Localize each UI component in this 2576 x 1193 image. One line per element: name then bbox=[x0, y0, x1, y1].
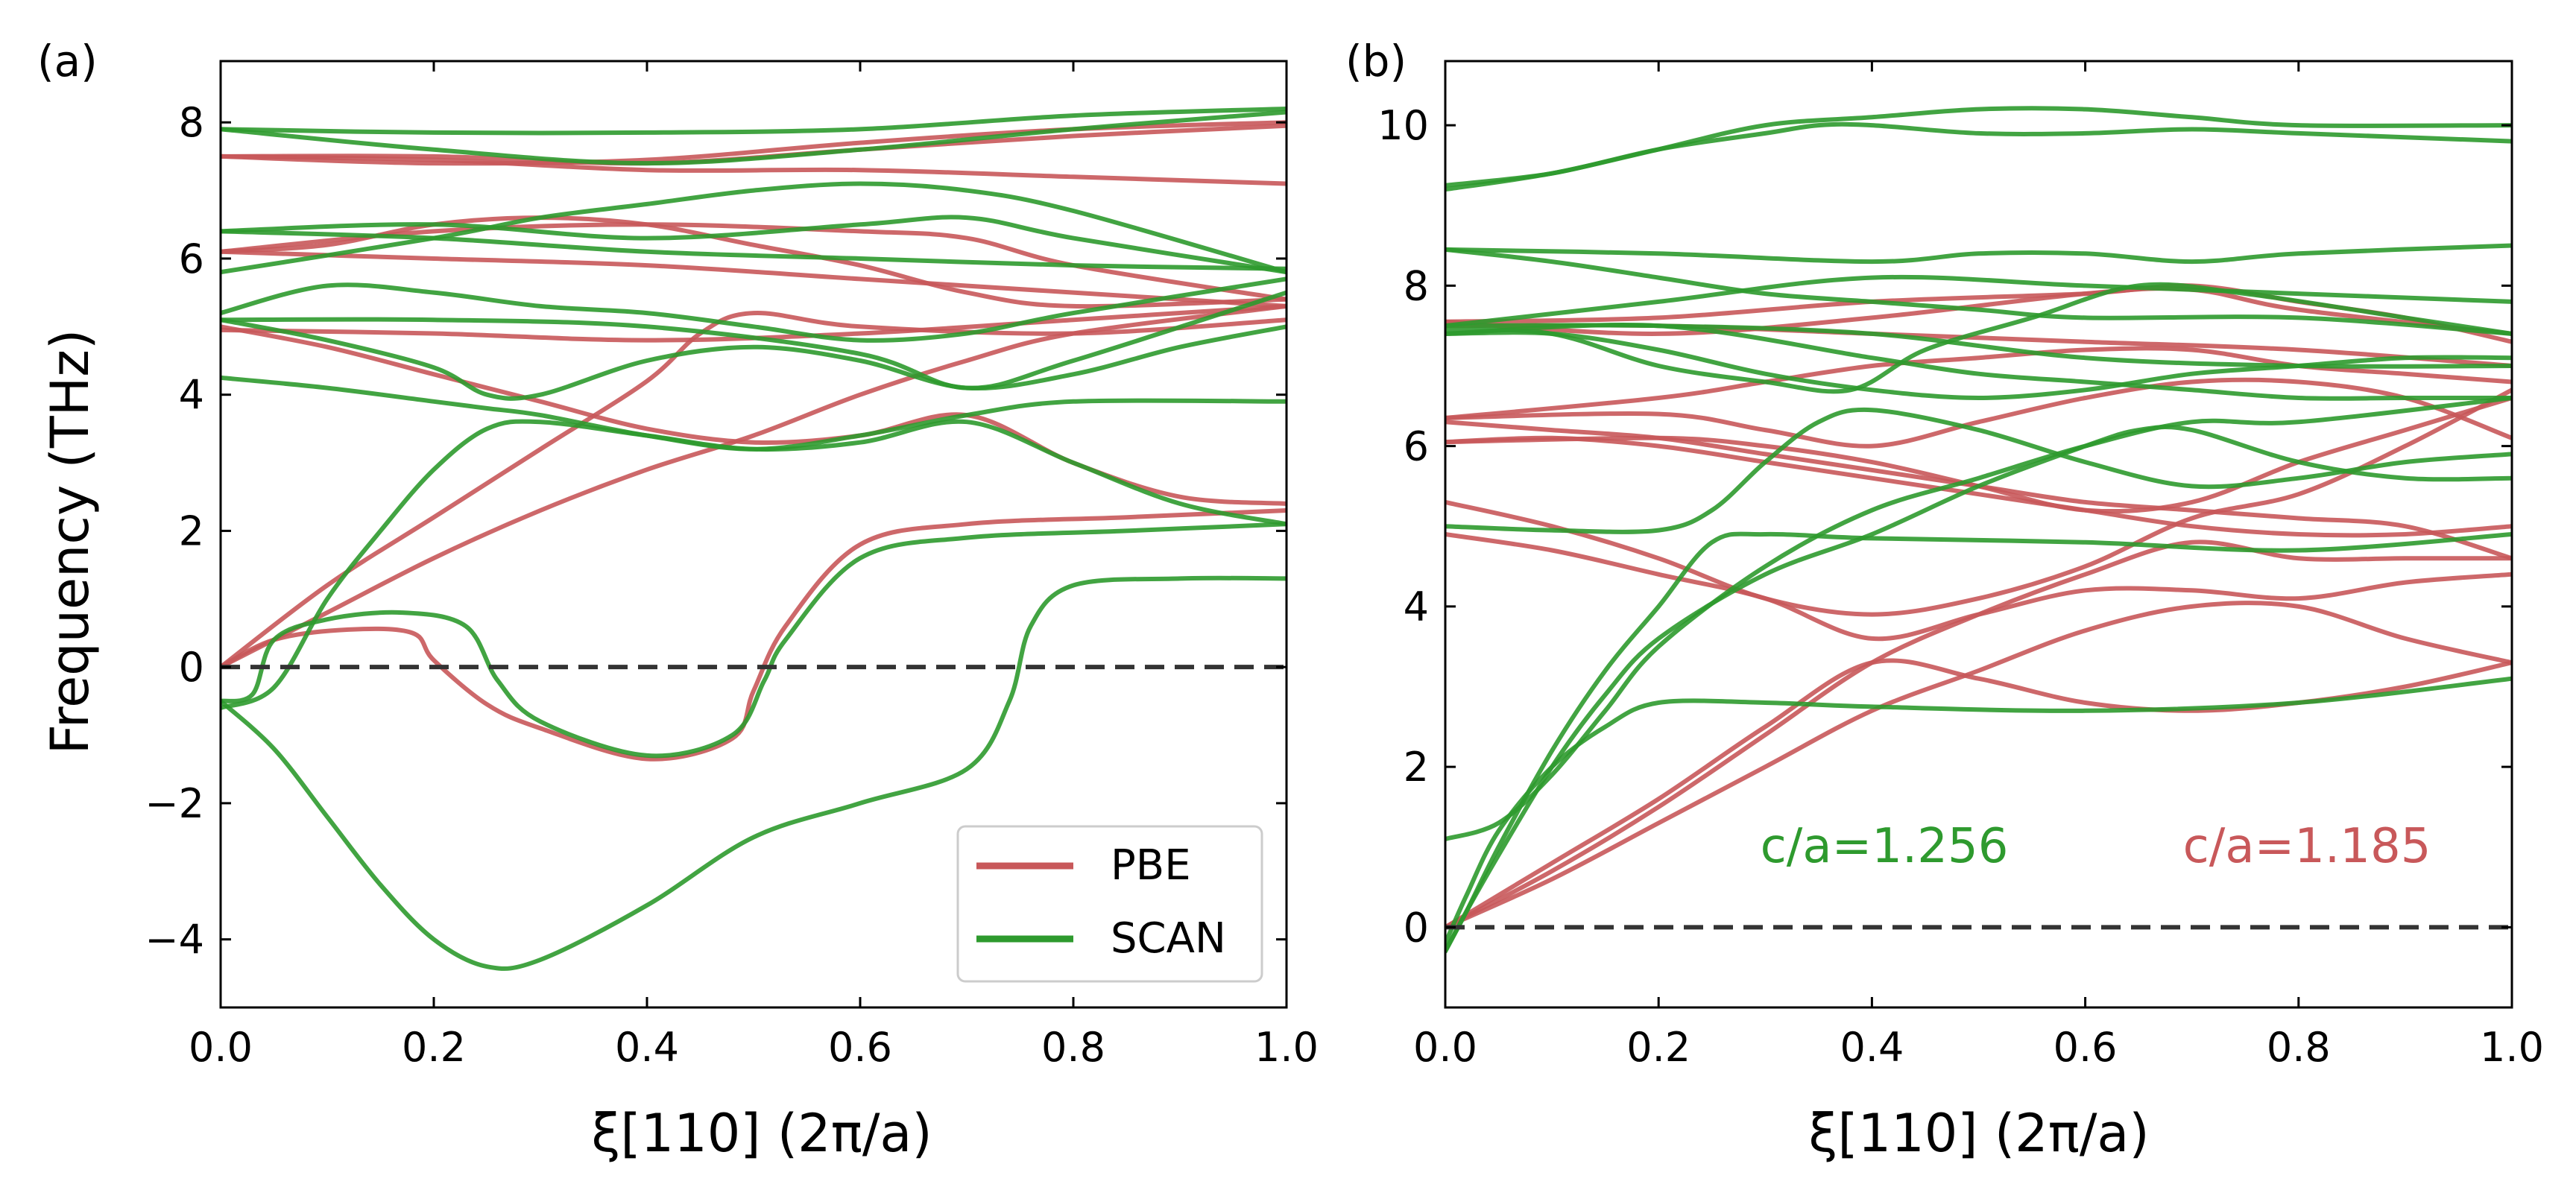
legend: PBE SCAN bbox=[956, 825, 1263, 983]
panel-b-pbe-branch-6 bbox=[1445, 435, 2512, 538]
panel-b-scan-branch-1 bbox=[1445, 531, 2512, 954]
panel-a-scan-branch-6 bbox=[221, 290, 1287, 390]
panel-a-pbe-branch-1 bbox=[221, 508, 1287, 762]
panel-a-label: (a) bbox=[37, 36, 98, 86]
legend-scan-label: SCAN bbox=[1111, 914, 1226, 963]
panel-a-x-tick-label: 0.2 bbox=[402, 1024, 466, 1071]
panel-b-scan-branch-10 bbox=[1445, 323, 2512, 369]
panel-a-scan-branch-12 bbox=[221, 110, 1287, 166]
panel-a-marks: 0.0 0.2 0.4 0.6 0.8 1.0 −4 −2 0 2 4 6 8 bbox=[145, 60, 1319, 1071]
panel-b-y-tick-label: 8 bbox=[1404, 262, 1429, 309]
panel-b-pbe-branch-3 bbox=[1445, 658, 2512, 930]
panel-b-label: (b) bbox=[1345, 36, 1407, 86]
panel-a-scan-branch-9 bbox=[221, 215, 1287, 275]
panel-b-pbe-branch-9 bbox=[1445, 377, 2512, 449]
panel-a-pbe-branch-7 bbox=[221, 249, 1287, 308]
panel-a-y-tick-label: −2 bbox=[145, 780, 204, 827]
panel-a-x-tick-label: 0.6 bbox=[828, 1024, 892, 1071]
panel-b-y-tick-label: 10 bbox=[1377, 102, 1429, 149]
panel-b-pbe-branch-1 bbox=[1445, 601, 2512, 930]
legend-pbe-label: PBE bbox=[1111, 841, 1191, 890]
panel-a-scan-branch-1 bbox=[221, 575, 1287, 971]
panel-a-pbe-branch-9 bbox=[221, 154, 1287, 186]
panel-b-scan-branch-4 bbox=[1445, 396, 2512, 841]
panel-a-y-tick-label: −4 bbox=[145, 917, 204, 963]
panel-b-x-axis-label: ξ[110] (2π/a) bbox=[1808, 1103, 2149, 1164]
panel-b-x-tick-label: 0.6 bbox=[2053, 1024, 2118, 1071]
panel-b-x-tick-label: 0.0 bbox=[1413, 1024, 1477, 1071]
panel-b-scan-branch-14 bbox=[1445, 121, 2512, 188]
panel-a-x-tick-label: 0.8 bbox=[1041, 1024, 1105, 1071]
panel-b-x-tick-label: 0.4 bbox=[1840, 1024, 1904, 1071]
panel-a-y-tick-label: 8 bbox=[179, 99, 204, 146]
panel-a-x-tick-label: 1.0 bbox=[1254, 1024, 1319, 1071]
panel-b-x-tick-label: 1.0 bbox=[2480, 1024, 2544, 1071]
panel-a-y-tick-label: 0 bbox=[179, 644, 204, 691]
panel-a-scan-branch-5 bbox=[221, 317, 1287, 401]
panel-b-scan-branch-6 bbox=[1445, 330, 2512, 400]
panel-b-curves bbox=[1445, 106, 2512, 954]
panel-b-scan-branch-11 bbox=[1445, 243, 2512, 265]
panel-a-x-tick-label: 0.0 bbox=[189, 1024, 253, 1071]
panel-a-x-tick-label: 0.4 bbox=[615, 1024, 679, 1071]
panel-b-x-tick-label: 0.8 bbox=[2267, 1024, 2331, 1071]
panel-a-y-tick-label: 2 bbox=[179, 507, 204, 554]
panel-a-scan-branch-11 bbox=[221, 107, 1287, 136]
panel-b-marks: 0.0 0.2 0.4 0.6 0.8 1.0 0 2 4 6 8 10 bbox=[1377, 60, 2544, 1071]
annotation-scan-ratio: c/a=1.256 bbox=[1761, 819, 2009, 874]
panel-b-scan-branch-13 bbox=[1445, 106, 2512, 192]
panel-b-y-tick-label: 4 bbox=[1404, 583, 1429, 630]
panel-a-scan-branch-7 bbox=[221, 276, 1287, 343]
panel-a-scan-branch-2 bbox=[221, 522, 1287, 759]
panel-b-scan-branch-12 bbox=[1445, 247, 2512, 336]
panel-b-pbe-branch-10 bbox=[1445, 346, 2512, 420]
panel-a-x-axis-label: ξ[110] (2π/a) bbox=[591, 1103, 932, 1164]
panel-b-scan-branch-3 bbox=[1445, 676, 2512, 946]
panel-b-x-tick-label: 0.2 bbox=[1626, 1024, 1690, 1071]
panel-b-y-tick-label: 6 bbox=[1404, 423, 1429, 470]
panel-b-scan-branch-5 bbox=[1445, 407, 2512, 534]
panel-a-curves bbox=[221, 107, 1287, 971]
panel-b-y-tick-label: 2 bbox=[1404, 744, 1429, 791]
panel-b-pbe-branch-13 bbox=[1445, 286, 2512, 336]
panel-b-pbe-branch-4 bbox=[1445, 532, 2512, 642]
panel-b: 0.0 0.2 0.4 0.6 0.8 1.0 0 2 4 6 8 10 (b) ξ[110] (2π… bbox=[1345, 36, 2544, 1164]
panel-b-pbe-branch-5 bbox=[1445, 387, 2512, 617]
panel-b-y-tick-label: 0 bbox=[1404, 904, 1429, 951]
panel-a: 0.0 0.2 0.4 0.6 0.8 1.0 −4 −2 0 2 4 6 8 (a) Frequenc… bbox=[37, 36, 1319, 1164]
panel-a-y-tick-label: 4 bbox=[179, 372, 204, 419]
annotation-pbe-ratio: c/a=1.185 bbox=[2183, 819, 2431, 874]
panel-b-frame bbox=[1444, 60, 2513, 1009]
panel-b-scan-branch-9 bbox=[1445, 274, 2512, 329]
panel-a-y-tick-label: 6 bbox=[179, 235, 204, 282]
panel-a-scan-branch-10 bbox=[221, 229, 1287, 271]
panel-a-frame bbox=[219, 60, 1288, 1009]
panel-b-pbe-branch-7 bbox=[1445, 396, 2512, 514]
panel-a-scan-branch-4 bbox=[221, 375, 1287, 452]
y-axis-label: Frequency (THz) bbox=[40, 329, 101, 755]
